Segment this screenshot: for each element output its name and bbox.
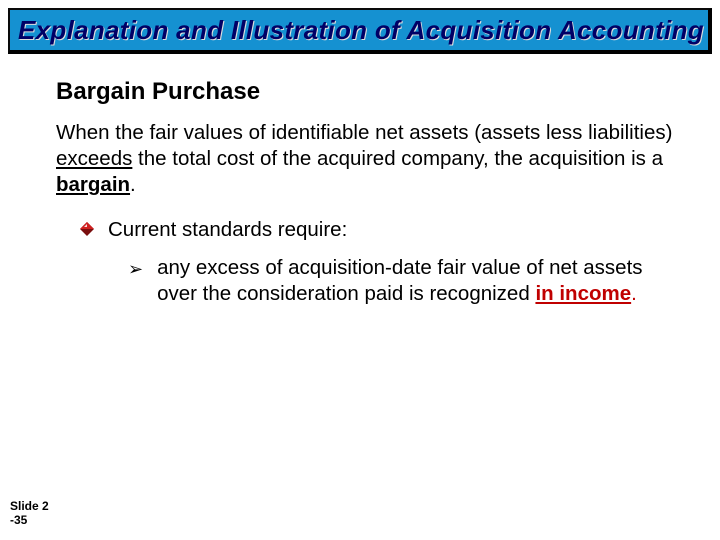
- para-period: .: [130, 173, 136, 196]
- slide-number-line2: -35: [10, 514, 54, 528]
- para-bargain: bargain: [56, 173, 130, 196]
- intro-paragraph: When the fair values of identifiable net…: [56, 120, 680, 199]
- title-banner: Explanation and Illustration of Acquisit…: [8, 8, 712, 54]
- para-text-2: the total cost of the acquired company, …: [132, 147, 663, 170]
- sub-bullet-text: any excess of acquisition-date fair valu…: [157, 255, 680, 307]
- para-text-1: When the fair values of identifiable net…: [56, 121, 672, 144]
- slide-number-line1: Slide 2: [10, 500, 54, 514]
- bullet-label: Current standards require:: [108, 217, 347, 243]
- bullet-row: Current standards require:: [80, 217, 680, 243]
- diamond-bullet-icon: [80, 222, 94, 241]
- slide-number: Slide 2 -35: [10, 500, 54, 528]
- section-subtitle: Bargain Purchase: [56, 78, 680, 106]
- sub-in-income: in income: [535, 282, 631, 305]
- arrow-right-icon: ➢: [128, 259, 143, 280]
- content-area: Bargain Purchase When the fair values of…: [56, 78, 680, 307]
- sub-period: .: [631, 282, 637, 305]
- slide: Explanation and Illustration of Acquisit…: [0, 0, 720, 540]
- para-exceeds: exceeds: [56, 147, 132, 170]
- page-title: Explanation and Illustration of Acquisit…: [18, 15, 704, 46]
- sub-bullet-row: ➢ any excess of acquisition-date fair va…: [128, 255, 680, 307]
